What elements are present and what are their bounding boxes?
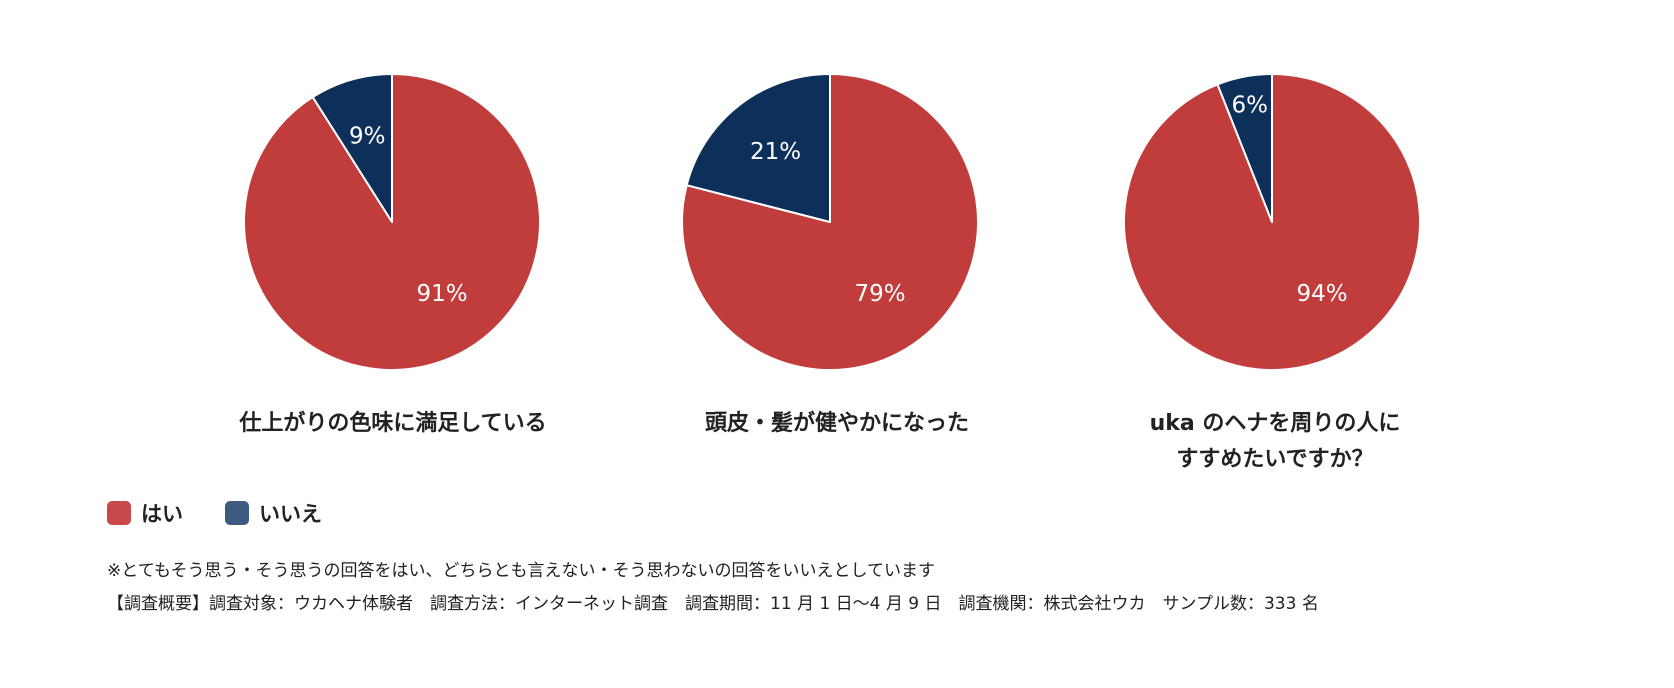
pie-1-label-no: 9% (349, 124, 386, 150)
pie-3-label-no: 6% (1232, 93, 1269, 119)
chart-3-caption-line-1: uka のヘナを周りの人に (1149, 411, 1401, 436)
pie-2-slice-no (685, 73, 831, 223)
footnote: ※とてもそう思う・そう思うの回答をはい、どちらとも言えない・そう思わないの回答を… (107, 561, 936, 581)
chart-3-caption-line-2: すすめたいですか？ (1176, 447, 1374, 472)
legend-swatch-no (225, 501, 249, 525)
pie-1-slice-no (311, 73, 393, 223)
pie-1-label-yes: 91% (416, 281, 467, 307)
pie-chart-3: 94% 6% (1123, 73, 1421, 371)
survey-summary: 【調査概要】調査対象：ウカヘナ体験者 調査方法：インターネット調査 調査期間：1… (107, 594, 1319, 614)
chart-2-caption: 頭皮・髪が健やかになった (637, 406, 1037, 442)
legend-label-no: いいえ (259, 502, 322, 526)
chart-1-caption-line-1: 仕上がりの色味に満足している (239, 411, 547, 436)
chart-3-caption: uka のヘナを周りの人に すすめたいですか？ (1075, 406, 1475, 478)
chart-1-caption: 仕上がりの色味に満足している (193, 406, 593, 442)
pie-2-label-no: 21% (750, 139, 801, 165)
pie-3-slice-no (1216, 73, 1273, 223)
legend-label-yes: はい (141, 502, 183, 526)
pie-chart-2: 79% 21% (681, 73, 979, 371)
legend-item-no: いいえ (225, 498, 322, 528)
pie-3-label-yes: 94% (1296, 281, 1347, 307)
legend-swatch-yes (107, 501, 131, 525)
legend-item-yes: はい (107, 498, 183, 528)
pie-chart-1: 91% 9% (243, 73, 542, 371)
pie-2-label-yes: 79% (854, 281, 905, 307)
pie-charts-area: 91% 9% 79% 21% 94% 6% (243, 73, 1421, 371)
legend: はい いいえ (107, 498, 364, 528)
chart-2-caption-line-1: 頭皮・髪が健やかになった (704, 411, 969, 436)
